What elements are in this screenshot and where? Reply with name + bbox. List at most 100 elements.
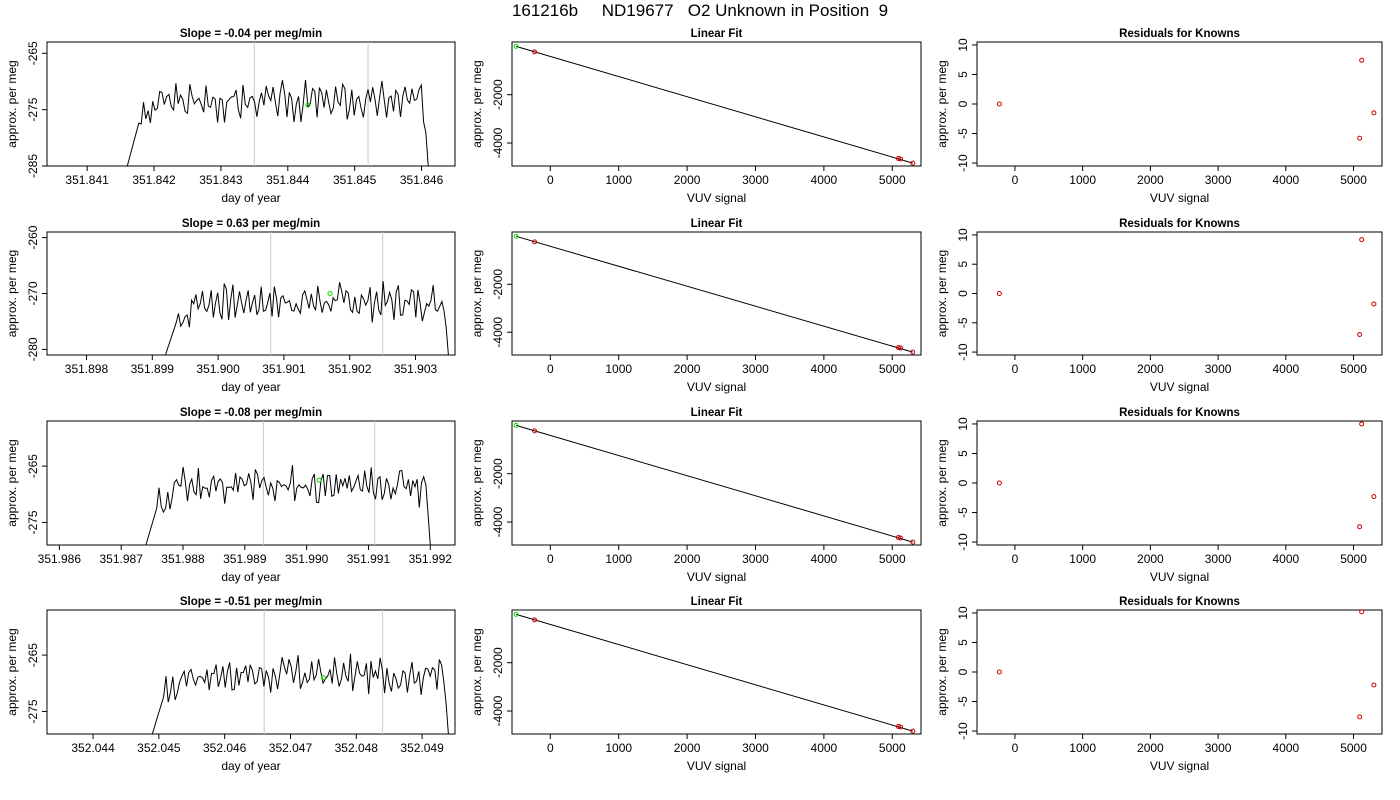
y-tick-label: 10 [956,228,970,242]
plot-frame [46,609,456,735]
y-tick-label: -2000 [491,269,505,300]
panel-title: Slope = 0.63 per meg/min [182,218,320,230]
x-tick-label: 0 [1012,741,1019,755]
x-axis-label: VUV signal [687,191,746,205]
known-point [895,724,901,730]
residual-point [996,101,1002,107]
residual-point [1359,237,1365,243]
known-point [895,156,901,162]
y-axis-label: approx. per meg [935,439,949,526]
residual-point [1359,609,1365,615]
fit-line [515,235,913,353]
residual-point [996,669,1002,675]
x-tick-label: 1000 [1069,362,1096,376]
panel-title: Residuals for Knowns [1119,28,1240,40]
x-tick-label: 3000 [742,741,769,755]
residual-point [1359,421,1365,427]
unknown-mean-point [305,102,311,108]
x-tick-label: 2000 [674,552,701,566]
plot-frame [511,41,922,167]
x-tick-label: 5000 [1340,552,1367,566]
x-tick-label: 351.901 [262,362,306,376]
y-axis-label: approx. per meg [5,628,19,715]
x-tick-label: 2000 [1137,552,1164,566]
x-tick-label: 351.844 [266,173,310,187]
panel-title: Residuals for Knowns [1119,596,1240,608]
y-tick-label: -280 [26,337,40,361]
y-tick-label: 10 [956,38,970,52]
x-tick-label: 5000 [879,552,906,566]
x-tick-label: 351.991 [347,552,391,566]
y-axis-label: approx. per meg [935,628,949,715]
y-tick-label: 0 [956,100,970,107]
x-axis-label: day of year [221,759,280,773]
y-axis-label: approx. per meg [470,60,484,147]
y-tick-label: -10 [956,154,970,172]
unknown-point [513,233,519,239]
x-tick-label: 2000 [674,741,701,755]
y-axis-label: approx. per meg [5,439,19,526]
fit-line [515,45,913,164]
x-tick-label: 351.903 [394,362,438,376]
x-tick-label: 351.989 [223,552,267,566]
x-tick-label: 0 [1012,362,1019,376]
known-point [910,539,916,545]
y-tick-label: 0 [956,668,970,675]
panel-title: Slope = -0.51 per meg/min [180,596,322,608]
y-tick-label: -285 [26,154,40,178]
x-tick-label: 3000 [742,362,769,376]
signal-trace [126,79,429,167]
signal-trace [145,465,431,546]
x-tick-label: 3000 [1205,741,1232,755]
panel-title: Linear Fit [691,218,743,230]
known-point [532,239,538,245]
x-tick-label: 4000 [1272,552,1299,566]
x-tick-label: 352.047 [269,741,313,755]
x-tick-label: 1000 [605,552,632,566]
y-tick-label: 5 [956,639,970,646]
unknown-mean-point [327,291,333,296]
x-tick-label: 351.842 [132,173,176,187]
x-axis-label: day of year [221,570,280,584]
y-tick-label: 5 [956,261,970,268]
x-tick-label: 0 [547,173,554,187]
known-point [532,49,538,55]
panel-title: Slope = -0.04 per meg/min [180,28,322,40]
residual-point [996,291,1002,296]
x-tick-label: 1000 [1069,552,1096,566]
x-tick-label: 4000 [811,741,838,755]
x-axis-label: VUV signal [1150,191,1209,205]
y-tick-label: -4000 [491,317,505,348]
panel-title: Linear Fit [691,407,743,419]
x-tick-label: 5000 [1340,741,1367,755]
y-tick-label: -10 [956,533,970,551]
x-tick-label: 351.990 [285,552,329,566]
x-tick-label: 351.843 [199,173,243,187]
x-tick-label: 0 [1012,552,1019,566]
unknown-point [513,43,519,49]
x-tick-label: 2000 [674,173,701,187]
y-tick-label: -2000 [491,458,505,489]
known-point [910,160,916,166]
x-tick-label: 2000 [1137,173,1164,187]
y-tick-label: -5 [956,507,970,518]
x-tick-label: 351.988 [161,552,205,566]
known-point [897,345,903,351]
x-tick-label: 351.845 [333,173,377,187]
unknown-mean-point [316,477,322,483]
x-tick-label: 1000 [1069,173,1096,187]
y-tick-label: 0 [956,479,970,486]
known-point [532,617,538,623]
x-tick-label: 4000 [811,173,838,187]
x-tick-label: 351.986 [38,552,82,566]
figure-title: 161216b ND19677 O2 Unknown in Position 9 [511,1,889,20]
x-tick-label: 352.048 [335,741,379,755]
y-tick-label: 5 [956,450,970,457]
y-axis-label: approx. per meg [5,60,19,147]
plot-frame [511,231,922,356]
residual-point [1371,682,1377,688]
y-axis-label: approx. per meg [5,250,19,337]
y-tick-label: 5 [956,71,970,78]
known-point [895,535,901,541]
y-tick-label: -4000 [491,695,505,726]
